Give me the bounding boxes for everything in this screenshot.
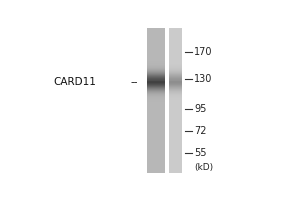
Text: 55: 55 xyxy=(194,148,207,158)
Text: (kD): (kD) xyxy=(194,163,214,172)
Text: --: -- xyxy=(130,77,138,87)
Text: 72: 72 xyxy=(194,126,207,136)
Text: 170: 170 xyxy=(194,47,213,57)
Text: 95: 95 xyxy=(194,104,207,114)
Text: 130: 130 xyxy=(194,74,213,84)
Text: CARD11: CARD11 xyxy=(54,77,97,87)
